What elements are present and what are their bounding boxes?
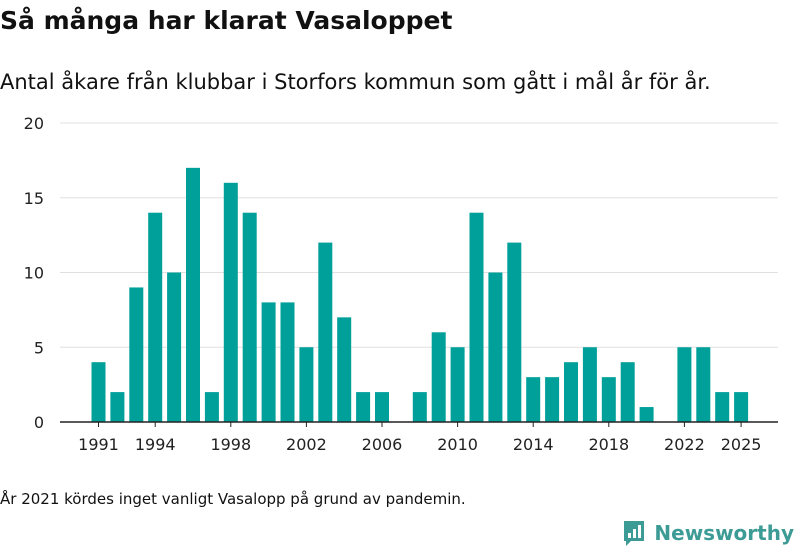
- bar: [148, 212, 163, 422]
- bar: [715, 392, 730, 422]
- bar: [469, 212, 484, 422]
- x-tick-label: 2010: [437, 435, 478, 454]
- bar: [110, 392, 125, 422]
- bar: [620, 362, 635, 422]
- y-tick-label: 10: [24, 264, 44, 283]
- bar: [375, 392, 389, 422]
- bar: [242, 212, 257, 422]
- chart-subtitle: Antal åkare från klubbar i Storfors komm…: [0, 70, 711, 94]
- bar: [507, 242, 522, 422]
- brand-name: Newsworthy: [654, 521, 794, 545]
- y-tick-label: 15: [24, 189, 44, 208]
- x-tick-label: 1991: [78, 435, 119, 454]
- bar: [299, 347, 314, 422]
- bar: [734, 392, 749, 422]
- newsworthy-brand: Newsworthy: [622, 519, 794, 547]
- bars: [91, 167, 749, 422]
- bar: [696, 347, 711, 422]
- newsworthy-logo-icon: [624, 521, 645, 546]
- x-tick-label: 2025: [721, 435, 762, 454]
- x-tick-label: 2006: [362, 435, 403, 454]
- bar: [129, 287, 144, 422]
- bar: [261, 302, 276, 422]
- bar: [337, 317, 352, 422]
- bar: [204, 392, 219, 422]
- x-tick-label: 2002: [286, 435, 327, 454]
- bar: [450, 347, 465, 422]
- x-tick-label: 1994: [135, 435, 176, 454]
- bar: [223, 182, 238, 422]
- bar: [488, 272, 503, 422]
- bar: [356, 392, 371, 422]
- bar: [639, 407, 654, 422]
- x-tick-label: 1998: [210, 435, 251, 454]
- bar: [412, 392, 427, 422]
- axes: 0 5 10 15 20 1991 1994 1998 2002 2006 2010 2014 2018…: [24, 114, 778, 454]
- footnote: År 2021 kördes inget vanligt Vasalopp på…: [0, 490, 466, 508]
- bar: [91, 362, 106, 422]
- bar: [186, 167, 200, 422]
- bar: [167, 272, 182, 422]
- bar: [431, 332, 446, 422]
- x-tick-label: 2018: [588, 435, 629, 454]
- y-tick-label: 5: [34, 338, 44, 357]
- bar: [677, 347, 692, 422]
- bar: [582, 347, 597, 422]
- bar: [526, 377, 541, 422]
- x-tick-label: 2022: [664, 435, 705, 454]
- y-tick-label: 20: [24, 114, 44, 133]
- bar: [601, 377, 616, 422]
- bar: [564, 362, 578, 422]
- y-tick-label: 0: [34, 413, 44, 432]
- bar: [318, 242, 333, 422]
- bar: [280, 302, 295, 422]
- chart-title: Så många har klarat Vasaloppet: [0, 6, 453, 35]
- x-tick-label: 2014: [513, 435, 554, 454]
- bar: [545, 377, 560, 422]
